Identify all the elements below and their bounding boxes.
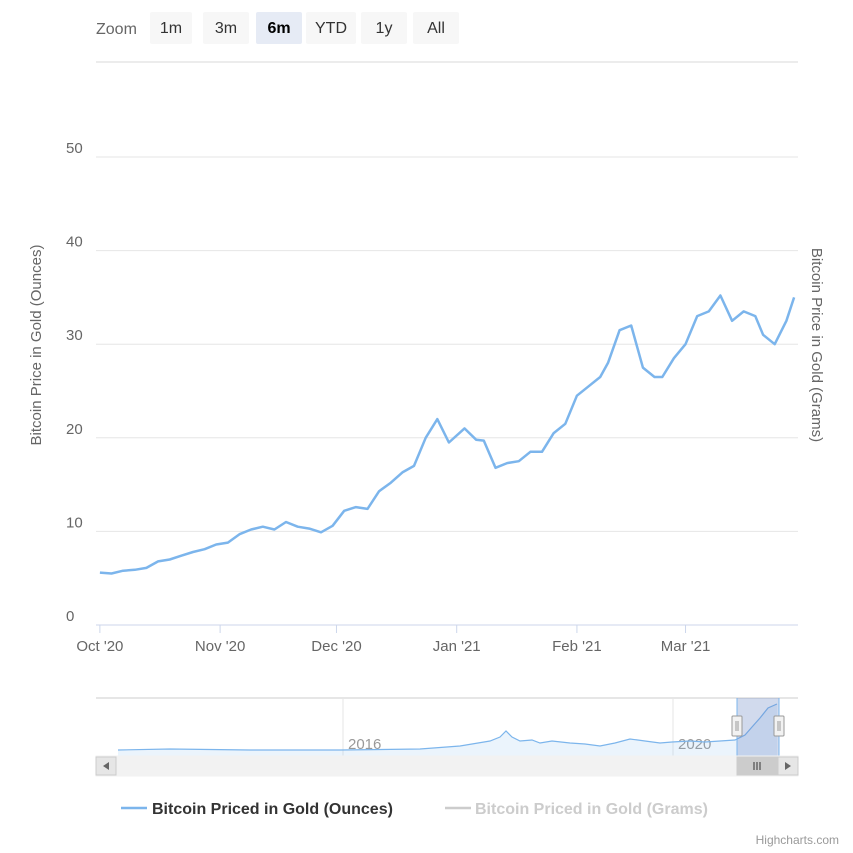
zoom-button-label: 3m xyxy=(215,20,237,37)
y-axis-title-left: Bitcoin Price in Gold (Ounces) xyxy=(28,245,45,446)
arrow-left-icon xyxy=(103,762,109,770)
navigator[interactable]: 2016 2020 xyxy=(96,697,798,756)
zoom-button-label: YTD xyxy=(315,20,347,37)
legend: Bitcoin Priced in Gold (Ounces) Bitcoin … xyxy=(121,801,708,818)
x-tick-label: Jan '21 xyxy=(433,638,481,655)
x-tick-label: Feb '21 xyxy=(552,638,602,655)
navigator-series-area xyxy=(118,704,777,756)
y-axis-title-right: Bitcoin Price in Gold (Grams) xyxy=(808,248,825,442)
zoom-button-6m[interactable]: 6m xyxy=(256,12,302,44)
plot-grid xyxy=(96,156,798,532)
zoom-label: Zoom xyxy=(96,21,137,38)
navigator-label-2016: 2016 xyxy=(348,736,381,753)
range-selector: Zoom 1m 3m 6m YTD 1y All xyxy=(96,12,459,44)
zoom-button-label: 1y xyxy=(376,20,393,37)
navigator-series-line xyxy=(117,703,778,751)
y-tick-label: 20 xyxy=(66,421,83,438)
navigator-handle-right[interactable] xyxy=(773,715,785,737)
y-tick-label: 10 xyxy=(66,514,83,531)
credits-link[interactable]: Highcharts.com xyxy=(756,833,839,847)
x-tick-label: Dec '20 xyxy=(311,638,361,655)
legend-label-ounces: Bitcoin Priced in Gold (Ounces) xyxy=(152,801,393,818)
y-axis-ticks: 0 10 20 30 40 50 xyxy=(66,140,83,625)
zoom-button-label: 1m xyxy=(160,20,182,37)
scrollbar[interactable] xyxy=(95,755,799,777)
legend-label-grams: Bitcoin Priced in Gold (Grams) xyxy=(475,801,708,818)
zoom-button-ytd[interactable]: YTD xyxy=(306,12,356,44)
arrow-right-icon xyxy=(785,762,791,770)
y-tick-label: 0 xyxy=(66,608,74,625)
navigator-mask-selected[interactable] xyxy=(737,698,779,756)
zoom-button-1m[interactable]: 1m xyxy=(150,12,192,44)
y-tick-label: 40 xyxy=(66,234,83,251)
navigator-handle-left[interactable] xyxy=(731,715,743,737)
navigator-label-2020: 2020 xyxy=(678,736,711,753)
scrollbar-track[interactable] xyxy=(95,755,799,777)
zoom-button-label: All xyxy=(427,20,445,37)
series-line-ounces[interactable] xyxy=(99,294,796,575)
y-tick-label: 50 xyxy=(66,140,83,157)
zoom-button-all[interactable]: All xyxy=(413,12,459,44)
x-axis-ticks: Oct '20 Nov '20 Dec '20 Jan '21 Feb '21 Mar '… xyxy=(76,625,710,655)
y-tick-label: 30 xyxy=(66,327,83,344)
x-tick-label: Oct '20 xyxy=(76,638,123,655)
legend-item-grams[interactable]: Bitcoin Priced in Gold (Grams) xyxy=(445,801,708,818)
zoom-button-3m[interactable]: 3m xyxy=(203,12,249,44)
zoom-button-label: 6m xyxy=(267,20,290,37)
zoom-button-1y[interactable]: 1y xyxy=(361,12,407,44)
x-tick-label: Mar '21 xyxy=(661,638,711,655)
legend-item-ounces[interactable]: Bitcoin Priced in Gold (Ounces) xyxy=(121,801,393,818)
x-tick-label: Nov '20 xyxy=(195,638,245,655)
